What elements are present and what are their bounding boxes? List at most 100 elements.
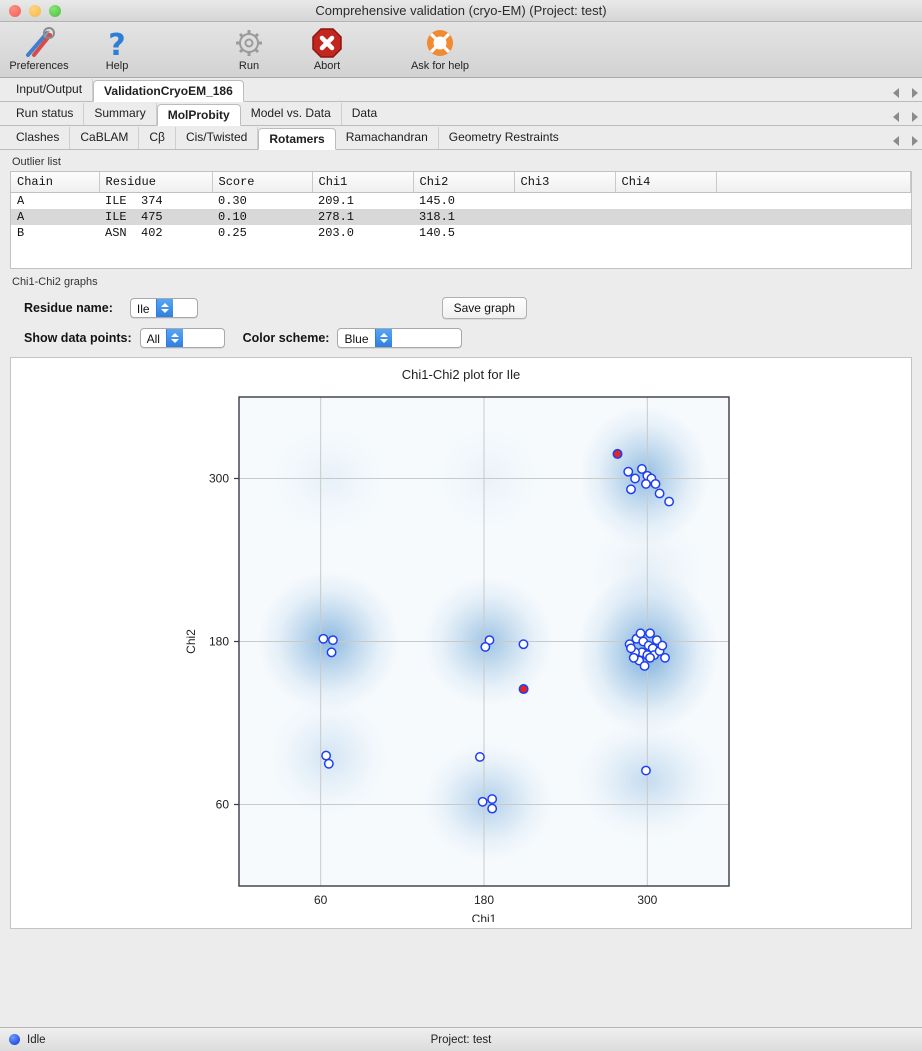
residue-name-select[interactable]: Ile <box>129 298 198 318</box>
window-controls[interactable] <box>0 4 61 17</box>
chi1-chi2-plot-card: Chi1-Chi2 plot for Ile 60 180 300 60 180 300 C… <box>10 357 912 929</box>
cell-chi2: 318.1 <box>413 209 514 225</box>
color-scheme-label: Color scheme: <box>242 331 330 345</box>
tab-cis-twisted[interactable]: Cis/Twisted <box>176 127 259 149</box>
tab-ramachandran[interactable]: Ramachandran <box>336 127 439 149</box>
main-content: Outlier list Chain Residue Score Chi1 Ch… <box>0 150 922 929</box>
chevron-down-icon <box>160 309 169 313</box>
svg-text:Chi1: Chi1 <box>472 912 497 922</box>
cell-residue: ASN 402 <box>105 226 163 240</box>
tab-clashes[interactable]: Clashes <box>6 127 71 149</box>
cell-chi3 <box>514 193 615 210</box>
cell-chi2: 145.0 <box>419 194 456 208</box>
chevron-down-icon <box>170 339 179 343</box>
svg-text:180: 180 <box>209 635 229 649</box>
chevron-up-icon <box>379 333 388 337</box>
preferences-label: Preferences <box>9 60 69 72</box>
ask-for-help-button[interactable]: Ask for help <box>392 26 488 72</box>
run-button[interactable]: Run <box>210 26 288 72</box>
chi1-chi2-graphs-group: Chi1-Chi2 graphs Residue name: Ile Save … <box>10 276 912 929</box>
graphs-group-title: Chi1-Chi2 graphs <box>12 276 98 288</box>
cell-chi4 <box>615 209 716 225</box>
zoom-button[interactable] <box>49 4 61 17</box>
color-scheme-select[interactable]: Blue <box>337 328 463 348</box>
molprobity-tab-scroll-arrows[interactable] <box>893 136 918 146</box>
cell-chi3 <box>514 225 615 241</box>
status-indicator-icon <box>9 1034 20 1045</box>
column-score[interactable]: Score <box>212 172 313 193</box>
chi1-chi2-scatter-plot[interactable]: 60 180 300 60 180 300 Chi1 Chi2 <box>11 382 911 922</box>
cell-chi1: 278.1 <box>312 209 413 225</box>
scroll-right-icon[interactable] <box>912 112 918 122</box>
color-scheme-value: Blue <box>344 332 369 346</box>
tab-cablam[interactable]: CaBLAM <box>70 127 140 149</box>
scroll-right-icon[interactable] <box>912 88 918 98</box>
show-data-points-value: All <box>146 332 160 346</box>
cell-chain: A <box>11 209 99 225</box>
column-chain[interactable]: Chain <box>11 172 100 193</box>
stepper-icon[interactable] <box>165 329 183 347</box>
cell-chi4 <box>615 225 716 241</box>
table-row[interactable]: A ILE 475 0.10 278.1 318.1 <box>11 209 911 225</box>
tab-model-vs-data[interactable]: Model vs. Data <box>241 103 342 125</box>
tab-rotamers[interactable]: Rotamers <box>258 128 336 150</box>
stepper-icon[interactable] <box>155 299 173 317</box>
scroll-right-icon[interactable] <box>912 136 918 146</box>
gear-icon <box>233 26 265 60</box>
svg-text:Chi2: Chi2 <box>184 629 198 654</box>
abort-label: Abort <box>313 60 341 72</box>
cell-chain: B <box>17 226 25 240</box>
tab-input-output[interactable]: Input/Output <box>6 79 94 101</box>
stepper-icon[interactable] <box>374 329 392 347</box>
scroll-left-icon[interactable] <box>893 136 899 146</box>
tab-validationcryoem-186[interactable]: ValidationCryoEM_186 <box>93 80 244 102</box>
column-chi1[interactable]: Chi1 <box>312 172 414 193</box>
tab-cbeta[interactable]: Cβ <box>139 127 176 149</box>
column-chi3[interactable]: Chi3 <box>514 172 616 193</box>
table-row[interactable]: A ILE 374 0.30 209.1 145.0 <box>11 193 911 210</box>
cell-filler <box>716 225 911 241</box>
chevron-down-icon <box>379 339 388 343</box>
close-button[interactable] <box>9 4 21 17</box>
outlier-table-scroll[interactable]: Chain Residue Score Chi1 Chi2 Chi3 Chi4 <box>11 172 911 268</box>
residue-name-value: Ile <box>136 302 150 316</box>
help-button[interactable]: ? Help <box>78 26 156 72</box>
result-tab-scroll-arrows[interactable] <box>893 112 918 122</box>
minimize-button[interactable] <box>29 4 41 17</box>
status-project: Project: test <box>430 1033 492 1046</box>
tab-summary[interactable]: Summary <box>84 103 157 125</box>
status-bar: Idle Project: test <box>0 1027 922 1051</box>
column-residue[interactable]: Residue <box>99 172 213 193</box>
outlier-table: Chain Residue Score Chi1 Chi2 Chi3 Chi4 <box>11 172 911 241</box>
tab-run-status[interactable]: Run status <box>6 103 85 125</box>
chevron-up-icon <box>160 303 169 307</box>
status-text: Idle <box>27 1033 46 1046</box>
show-data-points-select[interactable]: All <box>139 328 225 348</box>
table-header-row: Chain Residue Score Chi1 Chi2 Chi3 Chi4 <box>11 172 911 193</box>
svg-text:300: 300 <box>209 472 229 486</box>
tab-data[interactable]: Data <box>351 106 378 120</box>
tab-molprobity[interactable]: MolProbity <box>156 104 241 126</box>
project-tab-scroll-arrows[interactable] <box>893 88 918 98</box>
table-row[interactable]: B ASN 402 0.25 203.0 140.5 <box>11 225 911 241</box>
outlier-list-title: Outlier list <box>12 156 61 168</box>
stop-x-icon <box>311 26 343 60</box>
scroll-left-icon[interactable] <box>893 112 899 122</box>
column-chi4[interactable]: Chi4 <box>615 172 717 193</box>
cell-residue: ILE 475 <box>99 209 212 225</box>
cell-filler <box>716 193 911 210</box>
preferences-button[interactable]: Preferences <box>0 26 78 72</box>
abort-button[interactable]: Abort <box>288 26 366 72</box>
column-chi2[interactable]: Chi2 <box>413 172 515 193</box>
ask-for-help-label: Ask for help <box>410 60 470 72</box>
plot-title: Chi1-Chi2 plot for Ile <box>401 367 521 382</box>
help-label: Help <box>105 60 129 72</box>
data-points-row: Show data points: All Color scheme: Blue <box>10 319 912 348</box>
scroll-left-icon[interactable] <box>893 88 899 98</box>
save-graph-button[interactable]: Save graph <box>441 297 527 319</box>
window-title: Comprehensive validation (cryo-EM) (Proj… <box>315 3 607 18</box>
tab-geometry-restraints[interactable]: Geometry Restraints <box>448 130 559 144</box>
lifebuoy-icon <box>424 26 456 60</box>
tools-icon <box>22 26 56 60</box>
graph-controls: Residue name: Ile Save graph Show data p… <box>10 291 912 348</box>
